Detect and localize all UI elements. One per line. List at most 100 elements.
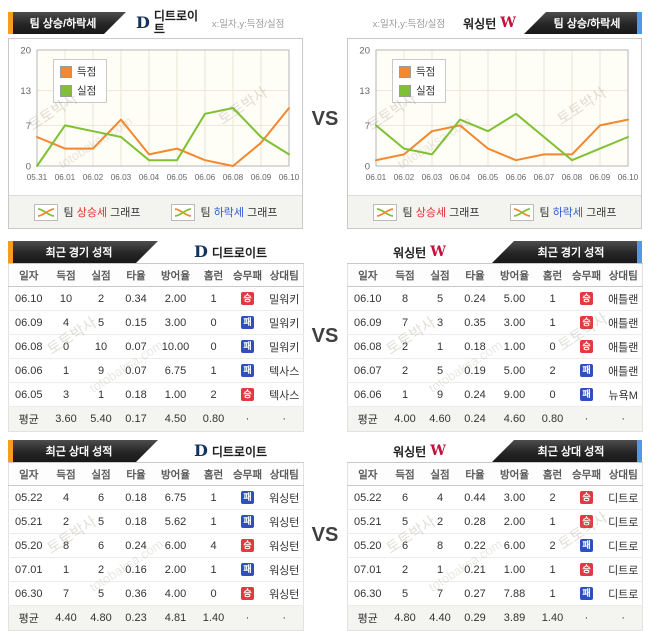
accent-bar — [8, 440, 13, 462]
accent-bar — [637, 440, 642, 462]
column-header: 방어율 — [153, 462, 198, 486]
column-header: 득점 — [387, 263, 423, 287]
svg-text:06.10: 06.10 — [618, 173, 639, 182]
cell-average: 0.80 — [197, 406, 230, 432]
cell: 뉴욕M — [604, 382, 643, 407]
cell: 1 — [536, 509, 569, 534]
stats-table: 일자 득점 실점 타율 방어율 홈런 승무패 상대팀 05.22 4 6 0.18 6.75 1 패 워싱턴 0… — [8, 462, 304, 631]
cell-result: 패 — [229, 485, 266, 510]
svg-text:06.06: 06.06 — [195, 173, 216, 182]
rise-graph-legend: 팀 상승세 그래프 — [372, 203, 480, 221]
column-header: 타율 — [118, 462, 154, 486]
svg-text:06.03: 06.03 — [422, 173, 443, 182]
svg-text:0: 0 — [26, 162, 31, 173]
cell: 0.34 — [118, 286, 154, 311]
cell: 5.62 — [153, 509, 198, 534]
cell: 2.00 — [492, 509, 537, 534]
cell: 2 — [422, 509, 458, 534]
rise-graph-legend: 팀 상승세 그래프 — [33, 203, 141, 221]
table-row: 06.10 8 5 0.24 5.00 1 승 애틀랜 — [347, 286, 643, 311]
cell: 1 — [422, 557, 458, 582]
cell-result: 패 — [568, 533, 605, 558]
cell: 디트로 — [604, 485, 643, 510]
cell: 0.18 — [118, 382, 154, 407]
svg-text:06.08: 06.08 — [223, 173, 244, 182]
loss-badge: 패 — [241, 364, 254, 377]
cell: 워싱턴 — [265, 557, 304, 582]
win-badge: 승 — [580, 316, 593, 329]
column-header: 홈런 — [536, 263, 569, 287]
cell: 애틀랜 — [604, 310, 643, 335]
cell: 9 — [422, 382, 458, 407]
svg-text:06.07: 06.07 — [534, 173, 555, 182]
cell: 1 — [422, 334, 458, 359]
win-badge: 승 — [241, 388, 254, 401]
cell: 밀워키 — [265, 286, 304, 311]
team-detroit: D 디트로이트 — [136, 10, 204, 35]
cell: 6 — [387, 485, 423, 510]
chart-legend: 득점 실점 — [53, 59, 108, 103]
cell-average: · — [604, 406, 643, 432]
loss-badge: 패 — [241, 515, 254, 528]
cell-average: · — [265, 605, 304, 631]
column-header: 실점 — [83, 462, 119, 486]
win-badge: 승 — [580, 491, 593, 504]
team-name: 디트로이트 — [211, 444, 268, 459]
vs-label: VS — [311, 108, 339, 130]
rise-graph-label: 팀 상승세 그래프 — [63, 207, 141, 219]
cell: 0 — [536, 334, 569, 359]
cell: 05.20 — [8, 533, 49, 558]
cell-result: 승 — [568, 509, 605, 534]
column-header-row: 일자 득점 실점 타율 방어율 홈런 승무패 상대팀 — [347, 263, 643, 287]
cell: 5 — [422, 358, 458, 383]
cell: 3 — [48, 382, 84, 407]
fall-graph-legend: 팀 하락세 그래프 — [509, 203, 616, 221]
tab-label: 팀 상승/하락세 — [553, 18, 621, 30]
svg-text:06.05: 06.05 — [167, 173, 188, 182]
cell: 2 — [83, 286, 119, 311]
cell: 1 — [48, 358, 84, 383]
cell: 5 — [387, 509, 423, 534]
washington-logo: W — [500, 15, 516, 31]
recent-games-tab: 최근 경기 성적 — [8, 241, 158, 263]
score-swatch — [399, 65, 411, 78]
cell: 06.08 — [8, 334, 49, 359]
table-row: 05.22 6 4 0.44 3.00 2 승 디트로 — [347, 485, 643, 510]
cell: 6 — [83, 533, 119, 558]
column-header: 승무패 — [229, 263, 266, 287]
cell: 06.05 — [8, 382, 49, 407]
column-header: 상대팀 — [265, 263, 304, 287]
tab-label: 팀 상승/하락세 — [29, 18, 97, 30]
cell: 0.24 — [118, 533, 154, 558]
washington-recent-table: 일자 득점 실점 타율 방어율 홈런 승무패 상대팀 06.10 8 5 0.24 5.00 1 승 애틀랜 0… — [347, 263, 643, 432]
cell-average: · — [229, 406, 266, 432]
team-washington: 워싱턴 W — [347, 443, 492, 460]
svg-text:13: 13 — [20, 86, 31, 97]
svg-text:06.09: 06.09 — [251, 173, 272, 182]
panel-header: 워싱턴 W 최근 경기 성적 — [347, 241, 642, 263]
cell-average: 1.40 — [197, 605, 230, 631]
panel-header: 팀 상승/하락세 D 디트로이트 x:일자,y:득점/실점 — [8, 10, 303, 36]
loss-badge: 패 — [580, 539, 593, 552]
cell: 10.00 — [153, 334, 198, 359]
fall-graph-icon — [170, 203, 195, 221]
loss-badge: 패 — [241, 316, 254, 329]
concede-legend-label: 실점 — [77, 85, 97, 97]
washington-opponent-table: 일자 득점 실점 타율 방어율 홈런 승무패 상대팀 05.22 6 4 0.44 3.00 2 승 디트로 0… — [347, 462, 643, 631]
table-row: 07.01 1 2 0.16 2.00 1 패 워싱턴 — [8, 557, 304, 582]
cell: 0 — [197, 334, 230, 359]
stats-table: 일자 득점 실점 타율 방어율 홈런 승무패 상대팀 05.22 6 4 0.44 3.00 2 승 디트로 0… — [347, 462, 643, 631]
cell-average: 4.60 — [422, 406, 458, 432]
column-header: 일자 — [8, 462, 49, 486]
loss-badge: 패 — [580, 388, 593, 401]
cell: 8 — [48, 533, 84, 558]
svg-text:06.02: 06.02 — [394, 173, 415, 182]
cell-result: 승 — [568, 286, 605, 311]
tab-label: 최근 상대 성적 — [537, 446, 605, 458]
column-header: 득점 — [387, 462, 423, 486]
score-legend-label: 득점 — [416, 66, 436, 78]
detroit-opponent-panel: 최근 상대 성적 D 디트로이트 일자 득점 실점 타율 방어율 홈런 승무패 상대팀 05.2… — [8, 440, 304, 631]
cell: 0.18 — [118, 509, 154, 534]
table-row: 06.08 2 1 0.18 1.00 0 승 애틀랜 — [347, 334, 643, 359]
trend-panel-body: 0 7 13 20 06.01 06.02 06.03 06.04 06.05 06.06 06.0… — [347, 38, 642, 229]
